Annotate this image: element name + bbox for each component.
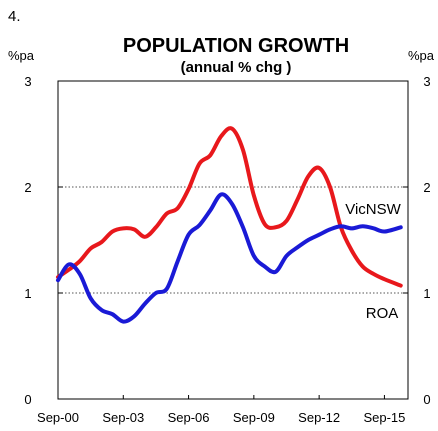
x-tick-label: Sep-00 xyxy=(37,410,79,425)
series-label-roa: ROA xyxy=(366,305,399,322)
x-tick-label: Sep-03 xyxy=(102,410,144,425)
axis-ticks: 0 0 1 1 2 2 3 3 Sep-00 Sep-03 Sep-06 Sep-09 Sep-12 Se… xyxy=(24,74,430,425)
series-label-vicnsw: VicNSW xyxy=(345,201,401,218)
series-line-vicnsw xyxy=(55,192,403,324)
y-tick-label-right: 1 xyxy=(423,286,430,301)
y-tick-label-left: 1 xyxy=(24,286,31,301)
plot-frame xyxy=(57,80,409,400)
y-tick-label-right: 2 xyxy=(423,180,430,195)
series-lines xyxy=(55,126,403,324)
y-unit-right: %pa xyxy=(408,48,435,63)
y-tick-label-right: 3 xyxy=(423,74,430,89)
y-tick-label-right: 0 xyxy=(423,392,430,407)
y-unit-left: %pa xyxy=(8,48,35,63)
series-labels: ROA VicNSW xyxy=(345,201,401,322)
x-tick-label: Sep-09 xyxy=(233,410,275,425)
chart-title: POPULATION GROWTH xyxy=(123,35,349,57)
gridlines xyxy=(58,186,408,294)
y-tick-label-left: 3 xyxy=(24,74,31,89)
chart-subtitle: (annual % chg ) xyxy=(181,59,292,76)
x-tick-label: Sep-15 xyxy=(363,410,405,425)
x-tick-label: Sep-06 xyxy=(168,410,210,425)
figure-number: 4. xyxy=(8,8,21,25)
y-tick-label-left: 2 xyxy=(24,180,31,195)
y-tick-label-left: 0 xyxy=(24,392,31,407)
x-tick-label: Sep-12 xyxy=(298,410,340,425)
